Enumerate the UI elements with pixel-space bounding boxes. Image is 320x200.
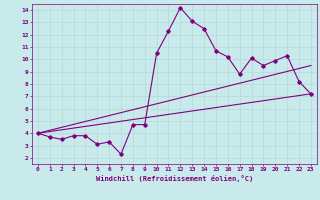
X-axis label: Windchill (Refroidissement éolien,°C): Windchill (Refroidissement éolien,°C) bbox=[96, 175, 253, 182]
